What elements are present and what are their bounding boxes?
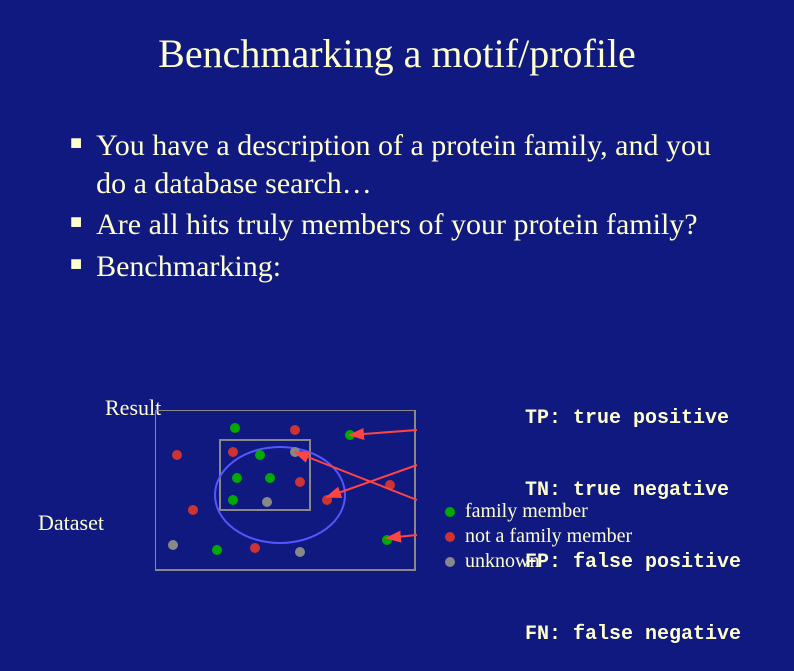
bullet-item: ■ Are all hits truly members of your pro… bbox=[70, 206, 734, 244]
benchmark-diagram bbox=[155, 410, 455, 590]
bullet-text: You have a description of a protein fami… bbox=[96, 127, 734, 202]
slide-title: Benchmarking a motif/profile bbox=[0, 0, 794, 77]
dataset-label: Dataset bbox=[38, 510, 104, 536]
legend-label: unknown bbox=[465, 550, 539, 573]
bullets-region: ■ You have a description of a protein fa… bbox=[0, 77, 794, 285]
legend-label: family member bbox=[465, 500, 588, 523]
bullet-text: Are all hits truly members of your prote… bbox=[96, 206, 698, 244]
legend-item: not a family member bbox=[445, 525, 632, 548]
bullet-text: Benchmarking: bbox=[96, 248, 281, 286]
legend-item: unknown bbox=[445, 550, 632, 573]
bullet-marker: ■ bbox=[70, 212, 82, 232]
bullet-item: ■ You have a description of a protein fa… bbox=[70, 127, 734, 202]
bullet-marker: ■ bbox=[70, 254, 82, 274]
legend-item: family member bbox=[445, 500, 632, 523]
bullet-marker: ■ bbox=[70, 133, 82, 153]
bullet-item: ■ Benchmarking: bbox=[70, 248, 734, 286]
legend: family member not a family member unknow… bbox=[445, 500, 632, 575]
legend-label: not a family member bbox=[465, 525, 632, 548]
result-label: Result bbox=[105, 395, 161, 421]
definition-line: FN: false negative bbox=[525, 623, 741, 647]
definition-line: TP: true positive bbox=[525, 407, 741, 431]
